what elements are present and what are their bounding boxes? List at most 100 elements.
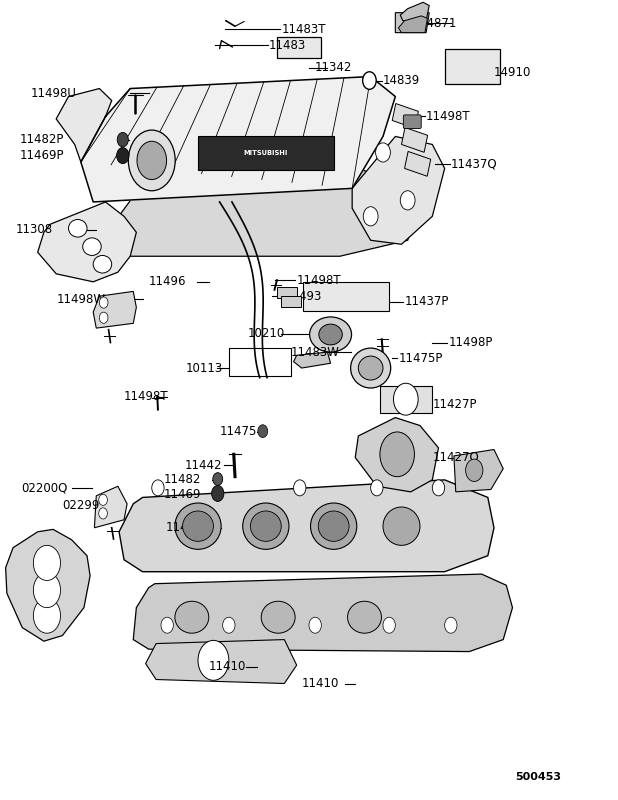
Text: 11410: 11410 — [302, 677, 339, 690]
Text: 11469: 11469 — [164, 488, 201, 501]
Circle shape — [363, 72, 376, 90]
FancyBboxPatch shape — [404, 115, 421, 129]
Circle shape — [99, 494, 108, 506]
Polygon shape — [112, 169, 420, 256]
Polygon shape — [399, 16, 428, 33]
Bar — [402, 127, 428, 152]
Ellipse shape — [175, 503, 221, 550]
Circle shape — [213, 473, 222, 486]
Text: 11498U: 11498U — [30, 87, 76, 100]
Circle shape — [294, 480, 306, 496]
Text: 11308: 11308 — [16, 223, 53, 236]
Polygon shape — [396, 13, 430, 33]
Polygon shape — [56, 89, 112, 162]
Ellipse shape — [310, 317, 352, 352]
Ellipse shape — [310, 503, 357, 550]
Circle shape — [363, 206, 378, 226]
Circle shape — [465, 459, 483, 482]
Text: 02299: 02299 — [62, 499, 99, 512]
Ellipse shape — [318, 511, 349, 542]
Bar — [303, 282, 389, 310]
Circle shape — [222, 618, 235, 633]
Ellipse shape — [358, 356, 383, 380]
Text: 11437P: 11437P — [405, 295, 449, 308]
Text: 14910: 14910 — [494, 66, 531, 79]
Circle shape — [211, 486, 224, 502]
Circle shape — [117, 148, 129, 164]
Circle shape — [152, 480, 164, 496]
Text: 02200Q: 02200Q — [21, 482, 67, 494]
Circle shape — [33, 546, 61, 581]
Text: 11427Q: 11427Q — [433, 451, 479, 464]
Ellipse shape — [347, 602, 381, 633]
Text: 11496: 11496 — [149, 275, 186, 288]
Text: 14871: 14871 — [420, 17, 457, 30]
Polygon shape — [380, 386, 433, 413]
Text: 11442: 11442 — [184, 459, 222, 472]
Ellipse shape — [93, 255, 112, 273]
Circle shape — [380, 432, 415, 477]
Ellipse shape — [182, 511, 213, 542]
Text: 11483T: 11483T — [281, 23, 326, 36]
Circle shape — [137, 142, 167, 179]
Text: 11342: 11342 — [315, 62, 352, 74]
Text: 11469P: 11469P — [19, 149, 64, 162]
Ellipse shape — [261, 602, 295, 633]
Text: 500453: 500453 — [515, 772, 562, 782]
Text: 11400: 11400 — [166, 522, 203, 534]
Circle shape — [258, 425, 268, 438]
Polygon shape — [400, 2, 430, 21]
Circle shape — [371, 480, 383, 496]
Polygon shape — [81, 77, 396, 202]
Text: MITSUBISHI: MITSUBISHI — [243, 150, 288, 156]
Text: 11475P: 11475P — [399, 352, 442, 365]
Text: 11493: 11493 — [284, 290, 322, 302]
Circle shape — [99, 297, 108, 308]
Ellipse shape — [250, 511, 281, 542]
Text: 10210: 10210 — [247, 327, 284, 340]
Polygon shape — [352, 137, 445, 244]
Polygon shape — [355, 418, 439, 492]
Circle shape — [129, 130, 175, 190]
Bar — [229, 348, 290, 376]
Text: 11427P: 11427P — [433, 398, 477, 411]
Ellipse shape — [83, 238, 101, 255]
Ellipse shape — [175, 602, 209, 633]
Text: 10113: 10113 — [185, 362, 223, 374]
Circle shape — [99, 508, 108, 519]
Circle shape — [117, 133, 129, 147]
Ellipse shape — [69, 219, 87, 237]
Polygon shape — [6, 530, 90, 641]
Polygon shape — [294, 352, 331, 368]
Ellipse shape — [350, 348, 391, 388]
Circle shape — [400, 190, 415, 210]
Text: 11483W: 11483W — [290, 346, 339, 358]
Text: 11475: 11475 — [219, 426, 257, 438]
Text: 11482: 11482 — [164, 474, 201, 486]
Bar — [281, 296, 301, 307]
Bar — [405, 151, 431, 176]
Bar — [198, 137, 334, 170]
Polygon shape — [133, 574, 512, 651]
Text: 11498P: 11498P — [448, 336, 493, 349]
Circle shape — [33, 598, 61, 633]
Ellipse shape — [319, 324, 342, 345]
Circle shape — [161, 618, 173, 633]
Text: 14839: 14839 — [383, 74, 420, 87]
Circle shape — [394, 383, 418, 415]
Circle shape — [99, 312, 108, 323]
Polygon shape — [119, 480, 494, 572]
Text: 11498T: 11498T — [426, 110, 471, 123]
Polygon shape — [146, 639, 297, 683]
Text: 11498T: 11498T — [297, 274, 341, 286]
Text: 11498W: 11498W — [56, 293, 105, 306]
Text: 11482P: 11482P — [19, 133, 64, 146]
Circle shape — [33, 573, 61, 608]
Bar — [277, 286, 297, 298]
Circle shape — [445, 618, 457, 633]
Ellipse shape — [383, 507, 420, 546]
Text: 11498T: 11498T — [124, 390, 169, 403]
Polygon shape — [445, 49, 500, 84]
Ellipse shape — [243, 503, 289, 550]
Bar — [392, 103, 418, 128]
